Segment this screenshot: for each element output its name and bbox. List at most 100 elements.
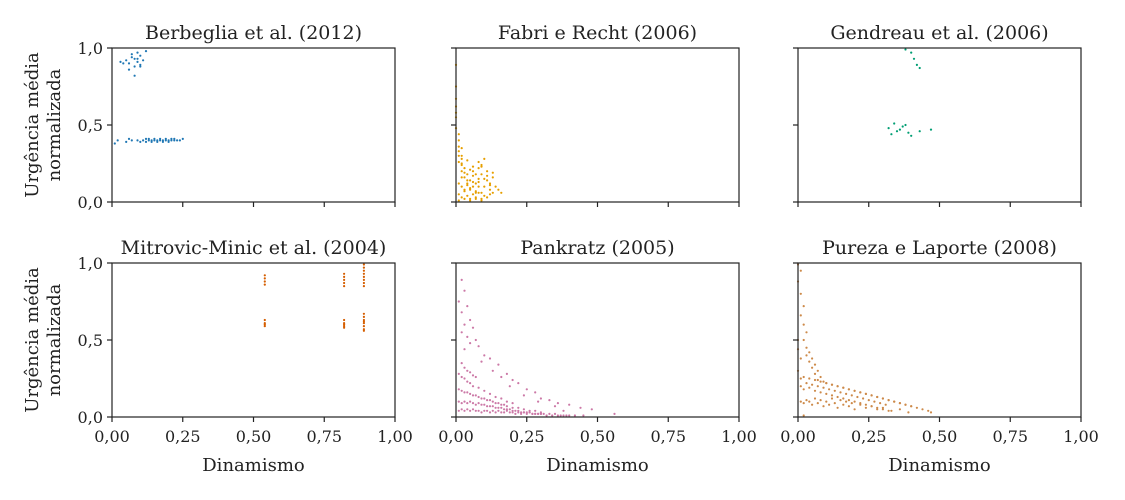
data-point — [488, 182, 492, 185]
data-point — [491, 400, 494, 403]
data-point — [466, 179, 469, 182]
data-point — [144, 50, 148, 53]
data-point — [845, 392, 848, 395]
data-point — [130, 139, 133, 142]
data-point — [528, 409, 531, 412]
plot-frame — [111, 47, 396, 203]
data-point — [511, 402, 514, 405]
data-point — [828, 388, 831, 391]
data-point — [483, 403, 486, 406]
data-point — [457, 400, 460, 403]
data-point — [898, 128, 902, 131]
data-point — [525, 388, 528, 391]
data-point — [263, 274, 266, 277]
data-point — [139, 65, 142, 68]
data-point — [799, 377, 802, 380]
data-point — [460, 185, 463, 188]
data-point — [125, 59, 128, 62]
data-point — [551, 414, 554, 417]
data-point — [819, 375, 822, 379]
data-point — [139, 54, 142, 57]
data-point — [480, 197, 483, 200]
data-point — [811, 366, 814, 369]
data-point — [850, 394, 853, 397]
data-point — [904, 123, 907, 127]
data-point — [813, 378, 817, 382]
x-tick-label: 0,50 — [580, 427, 616, 446]
data-point — [808, 377, 811, 380]
data-point — [910, 134, 913, 137]
data-point — [460, 375, 463, 379]
data-point — [122, 62, 125, 65]
data-point — [813, 397, 817, 400]
data-point — [466, 391, 469, 394]
data-point — [497, 363, 500, 366]
data-point — [127, 62, 131, 65]
data-point — [890, 409, 893, 412]
data-point — [500, 411, 503, 414]
data-point — [130, 53, 133, 56]
data-point — [471, 402, 475, 405]
data-point — [362, 325, 365, 328]
data-point — [460, 362, 463, 365]
data-point — [483, 194, 486, 197]
data-point — [500, 406, 503, 409]
data-point — [477, 395, 480, 399]
data-point — [343, 326, 346, 329]
data-point — [876, 406, 879, 409]
data-point — [500, 403, 503, 406]
data-point — [362, 328, 365, 331]
data-point — [904, 48, 907, 51]
data-point — [474, 375, 477, 379]
data-point — [466, 194, 469, 197]
data-point — [159, 137, 162, 140]
data-point — [559, 414, 562, 417]
y-label-top-line1: Urgência média — [22, 52, 43, 198]
data-point — [505, 372, 508, 375]
data-point — [486, 196, 489, 199]
data-point — [497, 409, 500, 412]
data-point — [568, 414, 571, 417]
data-point — [517, 409, 520, 412]
data-point — [522, 394, 526, 397]
data-point — [805, 382, 808, 385]
data-point — [362, 329, 365, 332]
data-point — [539, 411, 543, 414]
data-point — [362, 275, 365, 278]
data-point — [119, 60, 122, 64]
plot-frame — [455, 262, 740, 418]
data-point — [147, 137, 150, 140]
data-point — [136, 139, 139, 142]
data-point — [164, 137, 167, 140]
data-point — [463, 391, 466, 394]
data-point — [480, 397, 483, 400]
data-point — [833, 402, 836, 405]
data-point — [539, 397, 543, 400]
data-point — [469, 342, 472, 345]
data-point — [488, 405, 492, 408]
data-point — [488, 188, 492, 191]
panel-title: Gendreau et al. (2006) — [830, 22, 1048, 44]
panel-title: Fabri e Recht (2006) — [498, 22, 697, 44]
x-tick-label: 0,25 — [165, 427, 201, 446]
data-point — [907, 131, 910, 134]
x-tick-label: 0,50 — [236, 427, 272, 446]
data-point — [457, 182, 460, 185]
data-point — [830, 383, 834, 386]
data-point — [825, 392, 828, 395]
data-point — [486, 399, 489, 402]
data-point — [466, 402, 469, 405]
data-point — [466, 184, 469, 187]
data-point — [130, 56, 133, 59]
data-point — [127, 137, 131, 140]
data-point — [799, 269, 802, 272]
data-point — [488, 411, 492, 414]
data-point — [562, 414, 565, 417]
data-point — [469, 392, 472, 395]
data-point — [469, 197, 472, 200]
data-point — [460, 176, 463, 179]
data-point — [463, 197, 466, 200]
data-point — [477, 345, 480, 348]
data-point — [471, 185, 475, 188]
data-point — [511, 411, 514, 414]
